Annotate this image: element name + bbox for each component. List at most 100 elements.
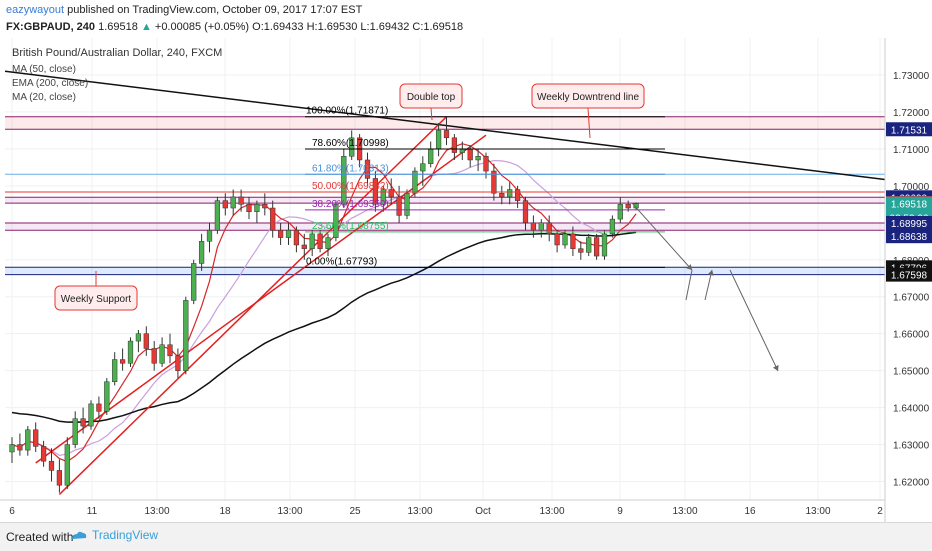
- candle-up: [254, 204, 260, 212]
- candle-down: [56, 470, 63, 486]
- price-change: +0.00085 (+0.05%): [154, 21, 250, 33]
- candle-down: [554, 233, 560, 246]
- candle-up: [617, 204, 623, 220]
- y-tick-label: 1.65000: [893, 367, 930, 378]
- candle-up: [104, 381, 110, 412]
- ma50-line: [11, 159, 637, 457]
- price-label-bg-3: [886, 196, 932, 211]
- candle-down: [443, 130, 450, 139]
- candle-up: [601, 233, 608, 257]
- candle-down: [625, 204, 631, 209]
- x-tick-label: 13:00: [672, 506, 697, 517]
- price-label-bg-5: [886, 215, 932, 230]
- y-tick-label: 1.70000: [893, 182, 930, 193]
- y-tick-label: 1.62000: [893, 478, 930, 489]
- candle-up: [230, 196, 236, 209]
- candle-down: [317, 233, 323, 249]
- chart-canvas[interactable]: 100.00%(1.71871) 78.60%(1.70998) 61.80%(1.…: [0, 38, 932, 522]
- candle-down: [364, 159, 371, 179]
- projection-arrowhead-1: [707, 270, 714, 276]
- candle-up: [349, 137, 355, 157]
- candle-up: [159, 344, 165, 364]
- projection-arrowhead-2: [772, 365, 779, 371]
- price-axis: 1.730001.720001.710001.700001.690001.680…: [884, 38, 932, 522]
- candle-up: [333, 204, 339, 238]
- candle-up: [198, 241, 205, 264]
- candle-up: [214, 200, 221, 231]
- candle-down: [270, 207, 276, 231]
- legend-ema200: EMA (200, close): [12, 78, 88, 89]
- legend: British Pound/Australian Dollar, 240, FX…: [12, 47, 222, 103]
- candle-down: [175, 355, 181, 371]
- candle-down: [483, 156, 489, 172]
- tradingview-cloud-icon: [72, 531, 87, 539]
- candle-down: [396, 196, 402, 216]
- y-tick-label: 1.73000: [893, 71, 930, 82]
- price-label-8: 1.67598: [891, 271, 928, 282]
- candle-up: [586, 237, 592, 253]
- candle-up: [435, 130, 442, 150]
- candle-down: [246, 204, 252, 212]
- symbol-label: FX:GBPAUD, 240: [6, 21, 96, 33]
- ma20-line: [11, 143, 637, 463]
- price-label-bg-0: [886, 122, 932, 137]
- candle-up: [341, 156, 347, 205]
- fib-label-1: 78.60%(1.70998): [312, 138, 389, 149]
- x-tick-label: 25: [349, 506, 361, 517]
- y-tick-label: 1.63000: [893, 441, 930, 452]
- publish-line: eazywayout published on TradingView.com,…: [6, 4, 362, 16]
- weekly-support-zone: [5, 267, 885, 275]
- candle-up: [9, 444, 15, 453]
- candle-up: [475, 156, 481, 161]
- price-label-bg-6: [886, 229, 932, 244]
- candle-up: [25, 429, 31, 451]
- candle-up: [428, 148, 434, 164]
- candle-up: [609, 218, 616, 235]
- candle-down: [372, 178, 379, 205]
- candle-down: [293, 229, 300, 246]
- double-top-callout-pointer: [430, 107, 433, 121]
- candle-up: [183, 300, 189, 371]
- candle-down: [451, 137, 458, 153]
- candle-down: [388, 189, 394, 198]
- x-tick-label: 16: [744, 506, 756, 517]
- fib-retracement: 100.00%(1.71871) 78.60%(1.70998) 61.80%(1.…: [305, 106, 665, 268]
- candle-up: [412, 170, 418, 194]
- y-tick-label: 1.66000: [893, 330, 930, 341]
- candle-down: [570, 233, 576, 249]
- tradingview-logo[interactable]: TradingView: [70, 528, 158, 542]
- candle-down: [238, 196, 244, 205]
- candle-up: [127, 340, 134, 364]
- price-label-3: 1.69518: [891, 200, 928, 211]
- candle-down: [119, 359, 126, 364]
- candle-down: [262, 204, 268, 209]
- author-link[interactable]: eazywayout: [6, 4, 65, 16]
- y-tick-label: 1.67000: [893, 293, 930, 304]
- chart-title: British Pound/Australian Dollar, 240, FX…: [12, 47, 222, 59]
- projection-arrow-0: [631, 202, 693, 271]
- fib-label-4: 38.20%(1.69350): [312, 199, 389, 210]
- symbol-line: FX:GBPAUD, 240 1.69518 ▲ +0.00085 (+0.05…: [6, 21, 463, 33]
- legend-ma50: MA (50, close): [12, 64, 76, 75]
- published-text: published on TradingView.com, October 09…: [64, 4, 363, 16]
- x-tick-label: 9: [617, 506, 623, 517]
- y-tick-label: 1.72000: [893, 108, 930, 119]
- x-tick-label: 13:00: [407, 506, 432, 517]
- price-label-5: 1.68995: [891, 219, 928, 230]
- projection-arrow-down-2: [685, 269, 693, 301]
- candle-down: [491, 170, 497, 194]
- fib-label-2: 61.80%(1.70313): [312, 163, 389, 174]
- created-with-label: Created with: [6, 530, 74, 544]
- candle-down: [522, 200, 529, 224]
- legend-ma20: MA (20, close): [12, 92, 76, 103]
- candle-down: [80, 418, 86, 427]
- candle-down: [546, 222, 552, 235]
- candle-down: [96, 403, 102, 412]
- indicator-lines: [4, 70, 886, 495]
- weekly-downtrend-line: [4, 70, 886, 181]
- candle-down: [530, 222, 537, 231]
- candle-up: [380, 189, 386, 205]
- fib-label-3: 50.00%(1.69832): [312, 181, 389, 192]
- last-price: 1.69518: [98, 21, 138, 33]
- projection-arrow-2: [729, 269, 779, 372]
